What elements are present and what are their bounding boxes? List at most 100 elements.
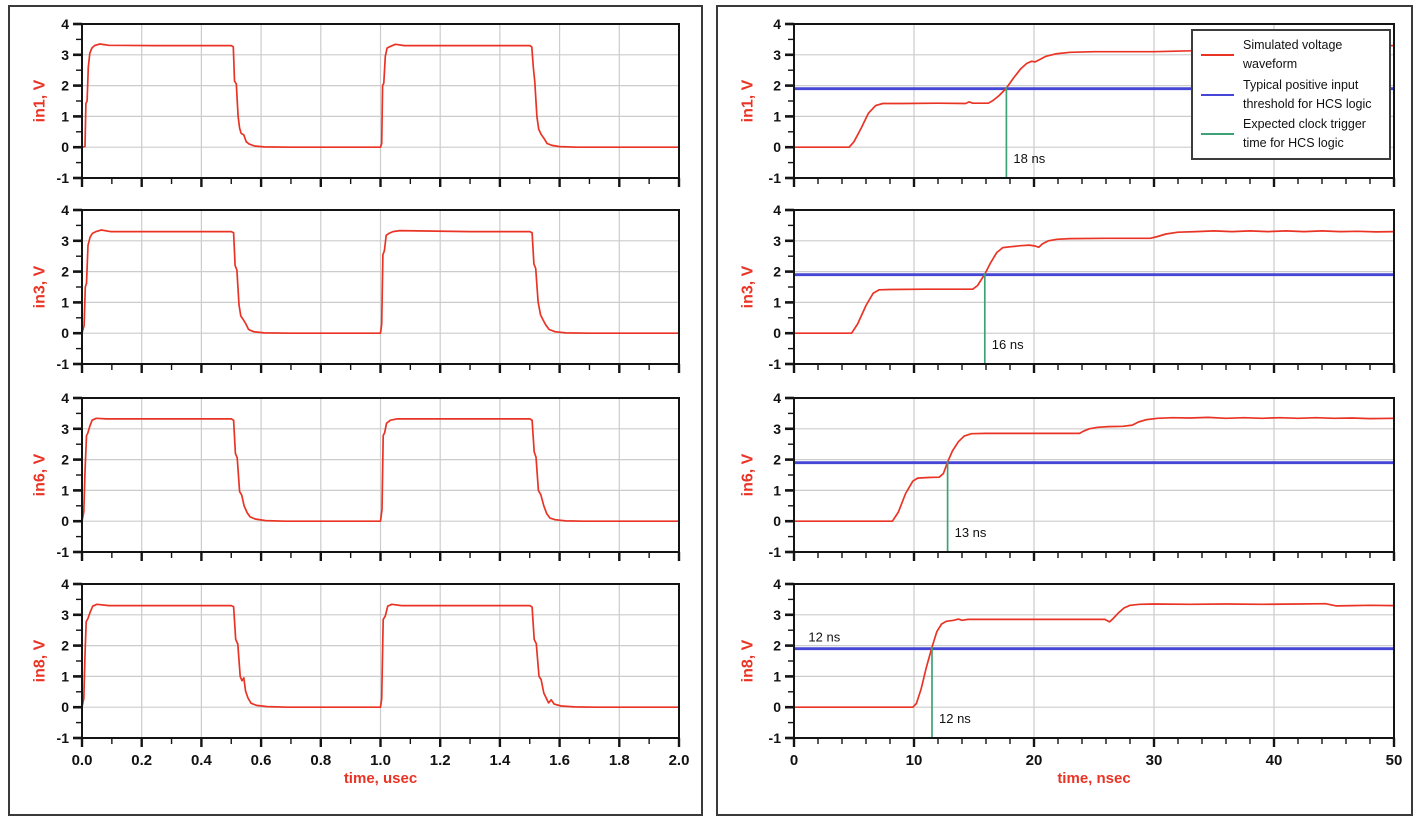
subplot-in6-left: -1 0 1 2 3 4: [57, 390, 681, 561]
x-tick-label: 30: [1146, 752, 1163, 769]
waveform-in3-left: [81, 229, 680, 335]
x-tick-label: 20: [1026, 752, 1043, 769]
y-tick-label: 1: [61, 482, 69, 498]
y-tick-label: 0: [61, 325, 69, 341]
x-tick-label: 40: [1266, 752, 1283, 769]
y-tick-label: -1: [57, 544, 70, 560]
y-tick-label: 3: [773, 421, 781, 437]
y-tick-label: 2: [61, 638, 69, 654]
waveform-in1-right: [793, 44, 1395, 149]
trigger-time-label: 18 ns: [1013, 151, 1045, 166]
y-tick-label: 0: [773, 513, 781, 529]
x-tick-label: 10: [906, 752, 923, 769]
x-tick-label: 1.6: [549, 752, 570, 769]
y-tick-label: 2: [773, 78, 781, 94]
y-tick-label: 4: [61, 576, 69, 592]
y-tick-label: 4: [773, 390, 781, 406]
legend-label-line: time for HCS logic: [1243, 136, 1344, 151]
legend-label-line: Simulated voltage: [1243, 37, 1343, 52]
threshold-line-sample: [1201, 93, 1234, 96]
trigger-line-sample: [1201, 133, 1234, 136]
y-tick-label: 4: [773, 202, 781, 218]
waveform-in1-left: [81, 43, 680, 149]
x-tick-label: 0: [790, 752, 798, 769]
trigger-time-label: 13 ns: [955, 525, 987, 540]
y-tick-label: 2: [773, 264, 781, 280]
y-tick-label: 0: [773, 325, 781, 341]
y-tick-label: 4: [773, 576, 781, 592]
y-tick-label: 2: [61, 264, 69, 280]
y-tick-label: 2: [61, 78, 69, 94]
y-tick-label: -1: [57, 356, 70, 372]
plot-frame: [793, 209, 1395, 365]
y-tick-label: -1: [769, 544, 782, 560]
trigger-time-label: 12 ns: [939, 711, 971, 726]
y-tick-label: 1: [773, 668, 781, 684]
left-plot-panel: -1 0 1 2 3 4 -1 0 1 2 3 4 -1 0 1 2 3 4 -1 0 1 2 3 4 0.0 0.2 0.4 0.6…: [8, 5, 703, 816]
y-tick-label: 3: [61, 47, 69, 63]
subplot-in8-left: -1 0 1 2 3 4 0.0 0.2 0.4 0.6 0.8 1.0 1.2 1.4 1.6 1.8 2.0: [57, 576, 690, 769]
y-tick-label: 0: [61, 513, 69, 529]
y-tick-label: 3: [773, 607, 781, 623]
y-tick-label: -1: [57, 730, 70, 746]
y-tick-label: 0: [773, 699, 781, 715]
subplot-in1-left: -1 0 1 2 3 4: [57, 16, 681, 187]
x-tick-label: 2.0: [669, 752, 690, 769]
x-tick-label: 0.8: [310, 752, 331, 769]
y-tick-label: 4: [61, 202, 69, 218]
waveform-in6-right: [793, 416, 1395, 523]
right-plot-panel: 18 ns -1 0 1 2 3 4 16 ns -1 0 1 2 3 4 13 ns -1 0 1 2 3 4 12 n…: [716, 5, 1413, 816]
x-axis-title-left: time, usec: [343, 770, 418, 787]
waveform-in8-right: [793, 602, 1395, 709]
legend[interactable]: Simulated voltage waveform Typical posit…: [1191, 29, 1391, 160]
y-tick-label: 2: [773, 638, 781, 654]
legend-label-line: Typical positive input: [1243, 77, 1359, 92]
y-tick-label: 1: [773, 108, 781, 124]
x-tick-label: 0.2: [131, 752, 152, 769]
x-tick-label: 1.4: [489, 752, 511, 769]
plot-frame: [793, 583, 1395, 739]
subplot-in3-left: -1 0 1 2 3 4: [57, 202, 681, 373]
y-tick-label: 3: [61, 607, 69, 623]
legend-label-simulated-waveform: Simulated voltage waveform: [1243, 36, 1342, 74]
y-tick-label: 3: [61, 233, 69, 249]
legend-entry-clock-trigger: Expected clock trigger time for HCS logi…: [1201, 115, 1385, 153]
y-tick-label: 1: [61, 294, 69, 310]
legend-entry-input-threshold: Typical positive input threshold for HCS…: [1201, 76, 1385, 114]
x-tick-label: 1.2: [430, 752, 451, 769]
x-tick-label: 1.8: [609, 752, 630, 769]
x-tick-label: 0.0: [72, 752, 93, 769]
y-tick-label: -1: [57, 170, 70, 186]
legend-label-input-threshold: Typical positive input threshold for HCS…: [1243, 76, 1372, 114]
legend-label-line: Expected clock trigger: [1243, 117, 1366, 132]
waveform-in8-left: [81, 603, 680, 709]
plot-frame: [793, 397, 1395, 553]
annotation-label: 12 ns: [808, 629, 840, 644]
legend-label-line: threshold for HCS logic: [1243, 96, 1372, 111]
waveform-line-sample: [1201, 53, 1234, 56]
waveform-in6-left: [81, 417, 680, 523]
y-tick-label: 3: [773, 233, 781, 249]
y-tick-label: 4: [61, 390, 69, 406]
x-axis-title-right: time, nsec: [1057, 770, 1131, 787]
x-tick-label: 0.6: [251, 752, 272, 769]
x-tick-label: 50: [1386, 752, 1403, 769]
subplot-in3-right: 16 ns -1 0 1 2 3 4: [769, 202, 1396, 373]
y-tick-label: 3: [61, 421, 69, 437]
x-tick-label: 1.0: [370, 752, 391, 769]
y-tick-label: -1: [769, 170, 782, 186]
y-tick-label: 3: [773, 47, 781, 63]
right-panel-chart: 18 ns -1 0 1 2 3 4 16 ns -1 0 1 2 3 4 13 ns -1 0 1 2 3 4 12 n…: [769, 16, 1403, 769]
y-tick-label: 1: [61, 668, 69, 684]
y-tick-label: 2: [773, 452, 781, 468]
y-tick-label: 4: [61, 16, 69, 32]
left-panel-chart: -1 0 1 2 3 4 -1 0 1 2 3 4 -1 0 1 2 3 4 -1 0 1 2 3 4 0.0 0.2 0.4 0.6…: [57, 16, 690, 769]
y-tick-label: 2: [61, 452, 69, 468]
y-tick-label: -1: [769, 356, 782, 372]
subplot-in6-right: 13 ns -1 0 1 2 3 4: [769, 390, 1396, 561]
y-tick-label: 0: [61, 699, 69, 715]
y-tick-label: 1: [773, 482, 781, 498]
y-tick-label: 1: [61, 108, 69, 124]
y-tick-label: -1: [769, 730, 782, 746]
